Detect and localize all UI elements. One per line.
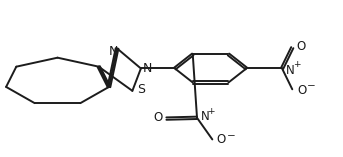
- Text: N: N: [109, 45, 118, 58]
- Text: O: O: [298, 84, 307, 97]
- Text: −: −: [227, 131, 235, 141]
- Text: +: +: [293, 60, 300, 69]
- Text: N: N: [286, 64, 295, 76]
- Text: −: −: [307, 81, 315, 91]
- Text: N: N: [201, 110, 210, 123]
- Text: S: S: [137, 83, 145, 96]
- Text: O: O: [153, 111, 163, 124]
- Text: O: O: [296, 40, 305, 53]
- Text: N: N: [143, 62, 152, 75]
- Text: +: +: [208, 107, 215, 116]
- Text: O: O: [216, 133, 225, 146]
